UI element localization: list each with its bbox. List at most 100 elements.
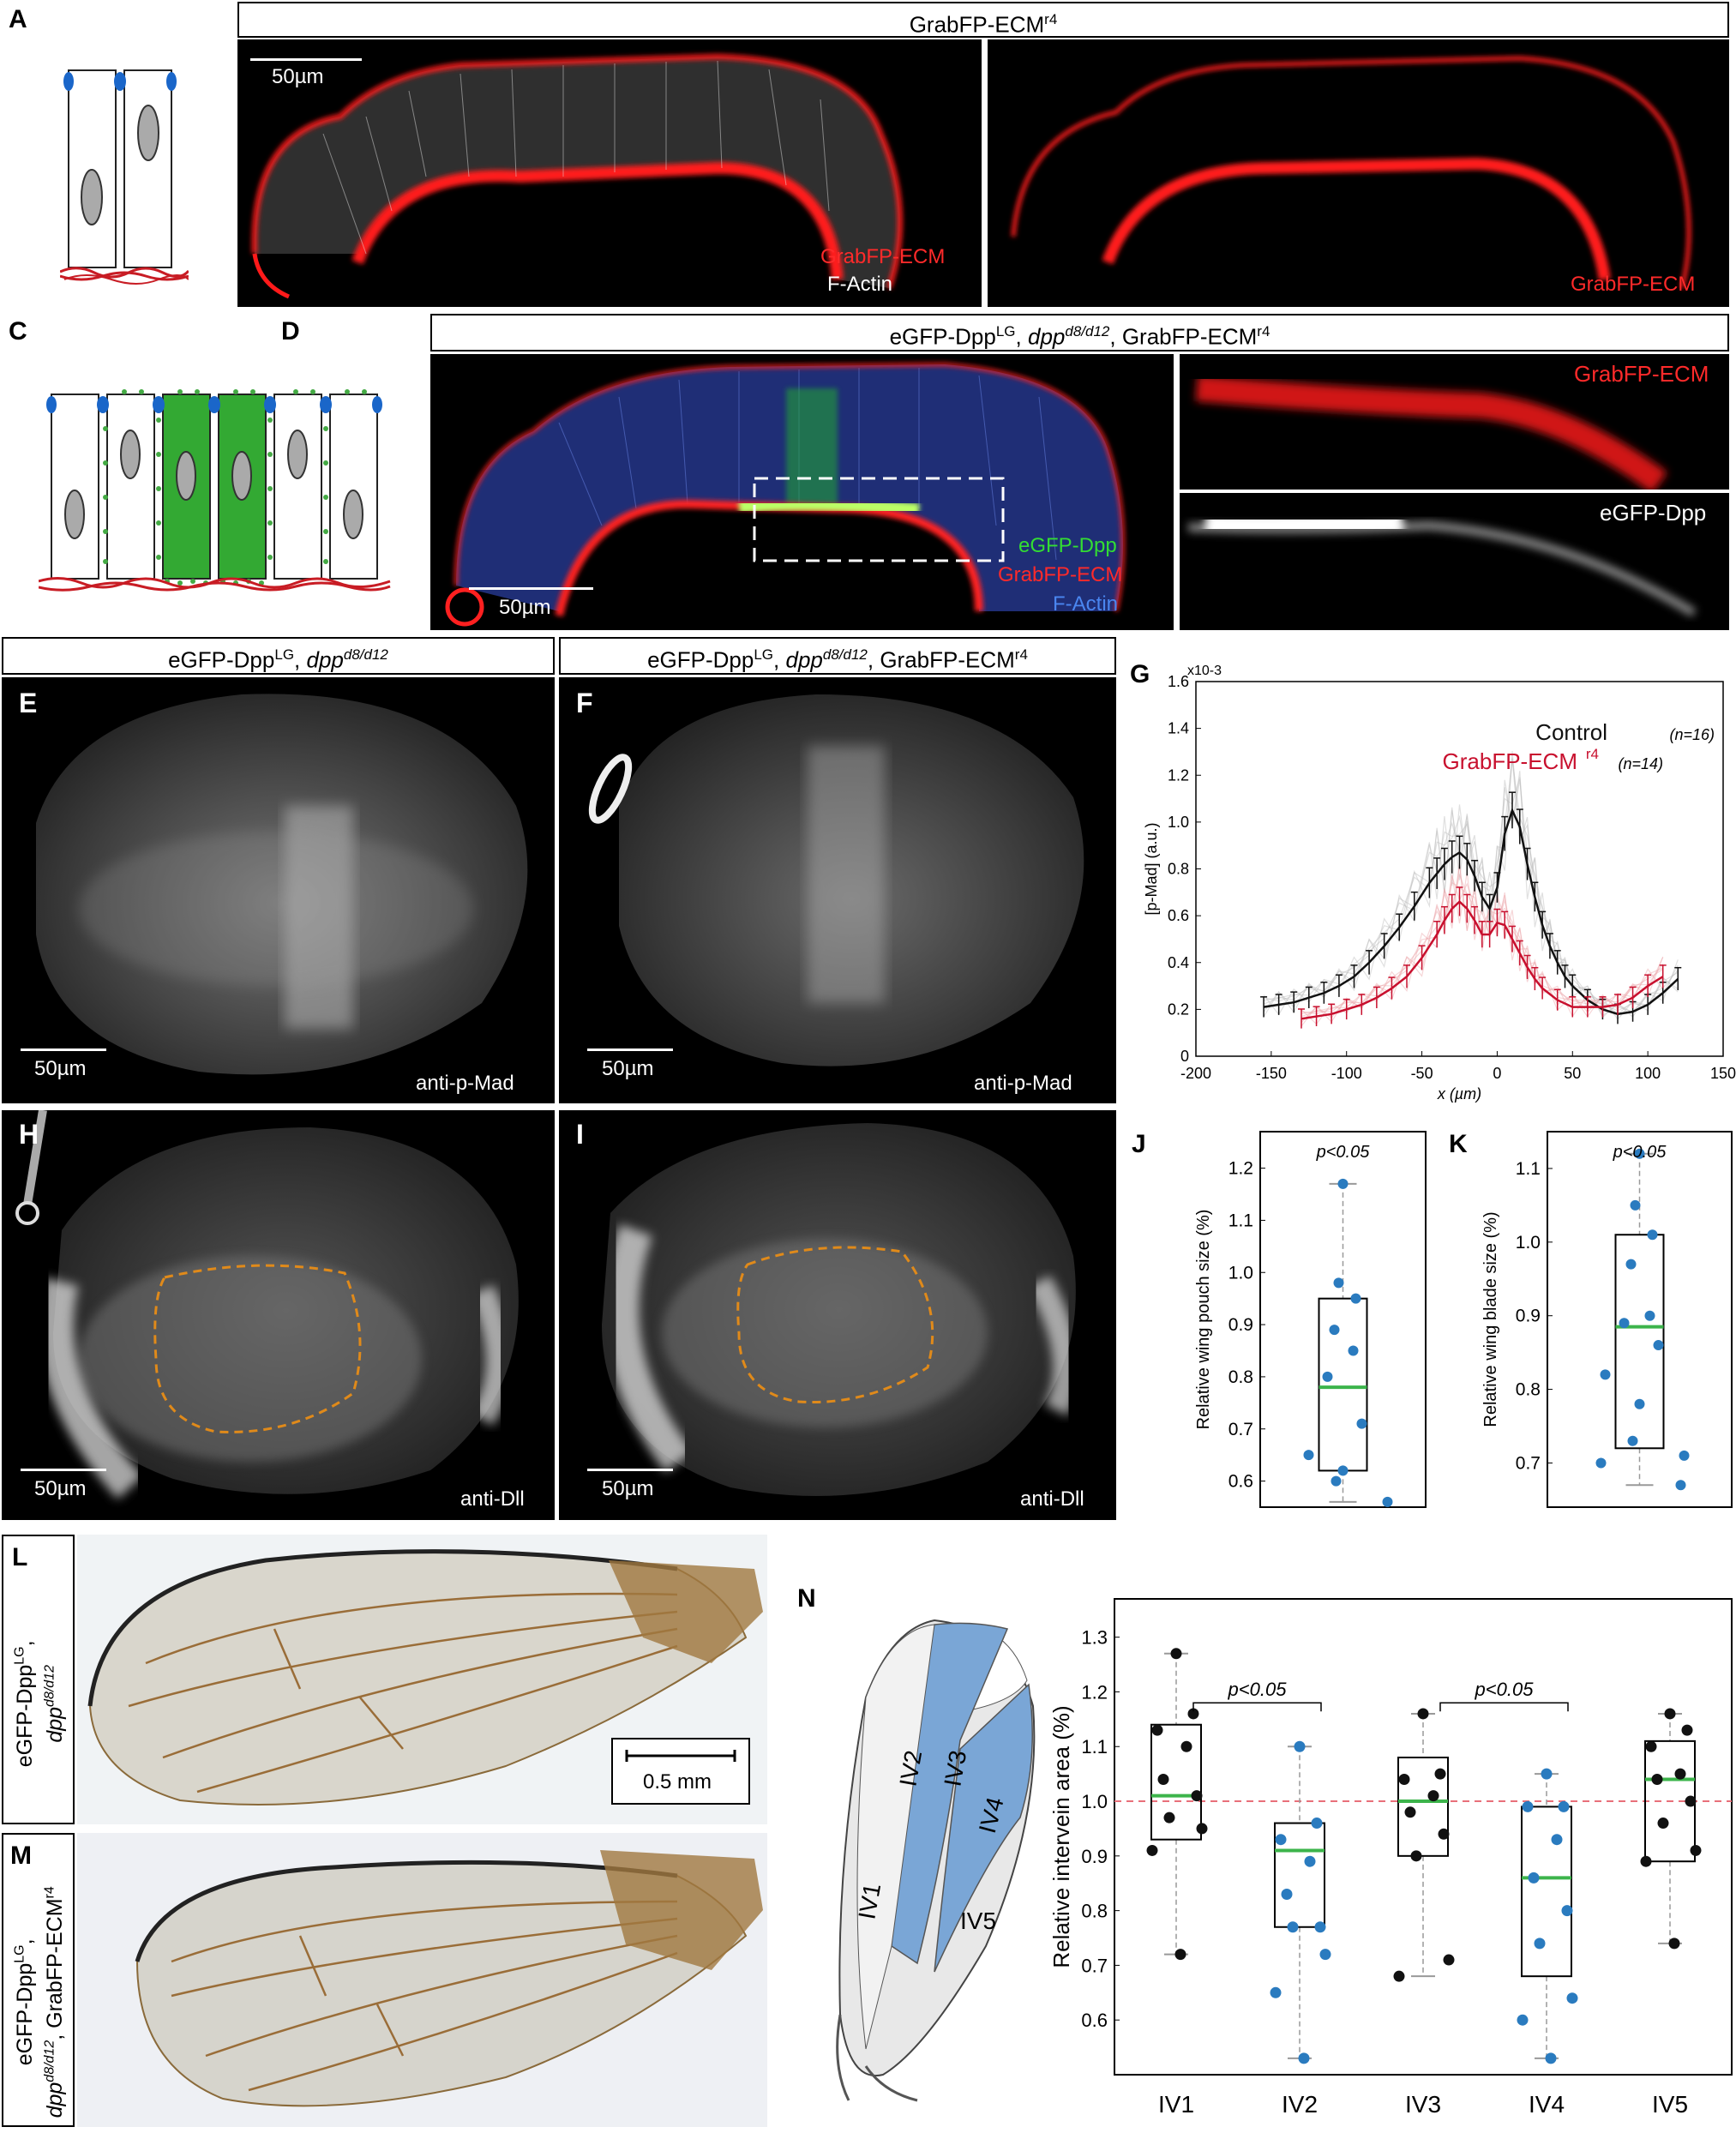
data-point — [1170, 1648, 1182, 1660]
hdr-p2: , — [773, 646, 786, 673]
legend-control-n: (n=16) — [1669, 726, 1715, 743]
data-point — [1595, 1457, 1607, 1469]
gen-p1: eGFP-Dpp — [13, 1962, 37, 2066]
scale-bar-label: 50µm — [499, 596, 551, 619]
hdr-p3: , GrabFP-ECM — [867, 646, 1015, 673]
hdr-p1: eGFP-Dpp — [647, 646, 754, 673]
panel-f-image: F 50µm anti-p-Mad — [559, 677, 1116, 1103]
data-point — [1645, 1740, 1657, 1752]
data-point — [1174, 1949, 1186, 1961]
data-point — [1647, 1229, 1658, 1241]
hdr-sup1: LG — [995, 323, 1016, 339]
data-point — [1528, 1872, 1540, 1884]
data-point — [1674, 1768, 1686, 1780]
scale-bar — [21, 1469, 106, 1471]
disc-dll-image — [15, 1110, 519, 1499]
hdr-sup3: r4 — [1014, 646, 1028, 663]
hdr-sup2: d8/d12 — [822, 646, 868, 663]
plot-frame — [1195, 681, 1724, 1057]
y-tick-label: 0.6 — [1168, 907, 1189, 924]
pmad-profile-chart: -200 -150 -100 -50 0 50 100 150 0 0.2 0.4 0.6 0.8 1.0… — [1143, 664, 1736, 1103]
data-point — [1600, 1369, 1611, 1380]
scale-bar-label: 50µm — [602, 1477, 654, 1500]
data-point — [1331, 1475, 1342, 1487]
data-point — [1541, 1768, 1553, 1780]
y-tick-label: 0.7 — [1516, 1453, 1541, 1473]
data-point — [1675, 1480, 1686, 1491]
y-tick-label: 0.9 — [1516, 1307, 1541, 1326]
data-point — [1398, 1774, 1410, 1786]
gen-sup1: LG — [12, 1646, 27, 1665]
stain-label: anti-p-Mad — [416, 1072, 514, 1095]
wing-intervein-diagram: IV1 IV2 IV3 IV4 IV5 — [836, 1619, 1036, 2102]
box — [1614, 1234, 1665, 1450]
data-point — [1630, 1199, 1641, 1211]
data-point — [1311, 1818, 1323, 1830]
region-iv3: IV3 — [939, 1748, 971, 1788]
data-point — [1434, 1768, 1446, 1780]
panel-e-image: E 50µm anti-p-Mad — [2, 677, 555, 1103]
region-iv2: IV2 — [894, 1748, 927, 1788]
legend-ecm: GrabFP-ECM — [998, 563, 1123, 586]
inset-ecm-image — [1195, 376, 1667, 490]
tissue-section-merged — [251, 53, 903, 299]
scale-bar-label: 50µm — [272, 65, 324, 88]
cell-diagram-c — [39, 389, 391, 592]
inset-dpp-image — [1187, 506, 1697, 617]
hdr-ital: dpp — [306, 646, 344, 673]
legend-grabfp-n: (n=14) — [1618, 755, 1663, 772]
y-axis-label: Relative intervein area (%) — [1050, 1705, 1074, 1968]
y-tick-label: 0.8 — [1081, 1901, 1108, 1922]
y-tick-label: 1.3 — [1081, 1627, 1108, 1649]
panel-label-d: D — [281, 317, 300, 345]
region-iv5: IV5 — [960, 1908, 996, 1934]
legend-ecm-right: GrabFP-ECM — [1571, 273, 1696, 296]
category-label: IV3 — [1405, 2091, 1441, 2118]
x-tick-label: 150 — [1710, 1065, 1736, 1082]
data-point — [1653, 1340, 1664, 1351]
y-tick-label: 0.8 — [1228, 1367, 1253, 1387]
panel-label-a: A — [9, 5, 27, 33]
panel-label-g: G — [1130, 660, 1150, 688]
data-point — [1180, 1740, 1192, 1752]
box — [1274, 1822, 1325, 1928]
y-tick-label: 1.1 — [1228, 1211, 1253, 1230]
box — [1521, 1806, 1572, 1978]
gen-sup3: r4 — [43, 1886, 57, 1899]
scale-bar — [587, 1469, 673, 1471]
inset-label-dpp: eGFP-Dpp — [1600, 500, 1707, 526]
box — [1397, 1757, 1449, 1857]
data-point — [1640, 1855, 1652, 1867]
data-point — [1651, 1774, 1663, 1786]
data-point — [1337, 1178, 1349, 1189]
y-tick-label: 1.0 — [1228, 1263, 1253, 1283]
data-point — [1690, 1844, 1702, 1856]
data-point — [1427, 1790, 1439, 1802]
data-point — [1522, 1800, 1534, 1812]
data-point — [1619, 1318, 1630, 1329]
plot-frame — [1114, 1598, 1733, 2076]
data-point — [1627, 1435, 1638, 1446]
data-point — [1333, 1277, 1344, 1289]
data-point — [1191, 1790, 1203, 1802]
gen-p3: , GrabFP-ECM — [43, 1898, 68, 2040]
legend-grabfp-sup: r4 — [1586, 746, 1599, 762]
y-tick-label: 1.1 — [1516, 1159, 1541, 1179]
data-point — [1322, 1371, 1333, 1382]
y-axis-label: Relative wing pouch size (%) — [1194, 1210, 1213, 1430]
data-point — [1187, 1708, 1199, 1720]
scale-bar — [469, 587, 593, 590]
gen-ital: dpp — [43, 1706, 68, 1743]
series-line-control — [1263, 807, 1679, 1016]
data-point — [1679, 1450, 1690, 1461]
x-tick-label: 0 — [1493, 1065, 1501, 1082]
gen-ital: dpp — [43, 2082, 68, 2118]
data-point — [1551, 1834, 1563, 1846]
category-label: IV2 — [1282, 2091, 1318, 2118]
header-sup: r4 — [1044, 11, 1058, 27]
panel-d-inset-ecm: GrabFP-ECM — [1180, 354, 1729, 490]
data-point — [1270, 1986, 1282, 1998]
hdr-ital: dpp — [1027, 323, 1066, 350]
significance-bracket — [1192, 1702, 1322, 1712]
scale-bar-label: 50µm — [602, 1057, 654, 1080]
